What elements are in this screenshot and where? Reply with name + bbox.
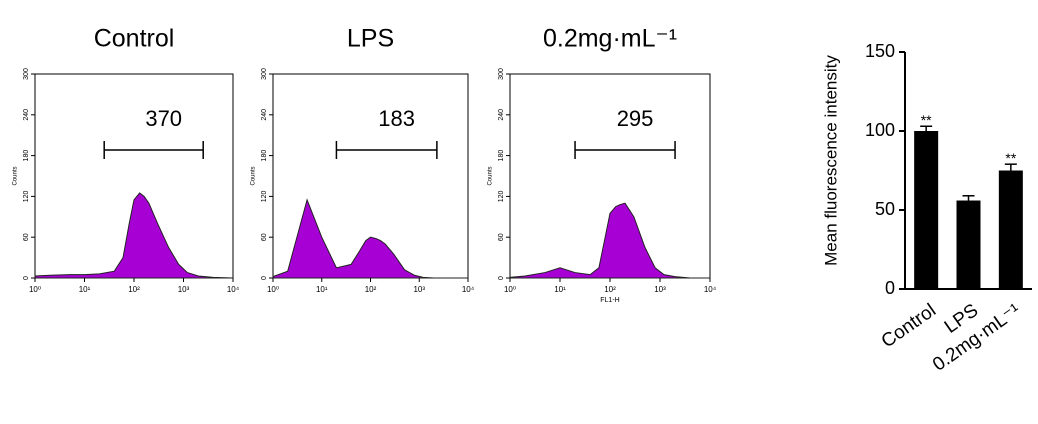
panel-title: Control <box>94 25 175 53</box>
x-tick-label: 10¹ <box>79 285 91 294</box>
y-tick-label: 240 <box>261 109 268 121</box>
y-tick-label: 300 <box>23 68 30 80</box>
x-tick-label: 10³ <box>654 285 666 294</box>
x-tick-label: 10³ <box>413 285 425 294</box>
significance: ** <box>921 112 932 128</box>
y-tick-label: 150 <box>865 41 895 61</box>
x-tick-label: 10⁰ <box>267 285 279 294</box>
y-tick-label: 180 <box>261 150 268 162</box>
x-tick-label: 10⁴ <box>227 285 240 294</box>
y-axis-label: Counts <box>488 166 494 185</box>
y-tick-label: 0 <box>885 278 895 298</box>
bar <box>914 131 939 289</box>
gate-label: 370 <box>145 106 182 131</box>
bar <box>998 170 1023 289</box>
y-tick-label: 240 <box>23 109 30 121</box>
x-tick-label: 10¹ <box>554 285 566 294</box>
y-tick-label: 180 <box>498 150 505 162</box>
x-tick-label: 10⁰ <box>29 285 41 294</box>
y-tick-label: 120 <box>498 190 505 202</box>
histogram-area <box>272 198 468 279</box>
histogram-area <box>34 192 234 279</box>
y-tick-label: 0 <box>23 276 30 280</box>
x-axis-label: FL1-H <box>600 297 619 304</box>
bar <box>956 200 981 289</box>
y-axis-label: Counts <box>13 166 19 185</box>
y-tick-label: 120 <box>23 190 30 202</box>
x-tick-label: Control <box>878 300 940 352</box>
gate-label: 295 <box>617 106 654 131</box>
y-tick-label: 60 <box>23 233 30 241</box>
y-tick-label: 50 <box>875 199 895 219</box>
y-axis-label: Mean fluorescence intensity <box>821 55 840 266</box>
x-tick-label: 10⁴ <box>462 285 475 294</box>
panel-title: LPS <box>347 25 394 53</box>
histogram-area <box>509 202 710 279</box>
gate-label: 183 <box>378 106 415 131</box>
panel-title: 0.2mg·mL⁻¹ <box>543 25 677 53</box>
x-tick-label: 10⁴ <box>704 285 717 294</box>
y-tick-label: 60 <box>261 233 268 241</box>
x-tick-label: 10² <box>604 285 616 294</box>
y-tick-label: 60 <box>498 233 505 241</box>
x-tick-label: 10² <box>128 285 140 294</box>
x-tick-label: 10⁰ <box>504 285 516 294</box>
x-tick-label: 10¹ <box>316 285 328 294</box>
y-tick-label: 0 <box>261 276 268 280</box>
y-tick-label: 300 <box>498 68 505 80</box>
y-tick-label: 120 <box>261 190 268 202</box>
y-tick-label: 180 <box>23 150 30 162</box>
y-tick-label: 0 <box>498 276 505 280</box>
y-tick-label: 100 <box>865 120 895 140</box>
y-tick-label: 300 <box>261 68 268 80</box>
x-tick-label: 10² <box>365 285 377 294</box>
x-tick-label: 10³ <box>178 285 190 294</box>
y-tick-label: 240 <box>498 109 505 121</box>
y-axis-label: Counts <box>251 166 257 185</box>
significance: ** <box>1005 150 1016 166</box>
